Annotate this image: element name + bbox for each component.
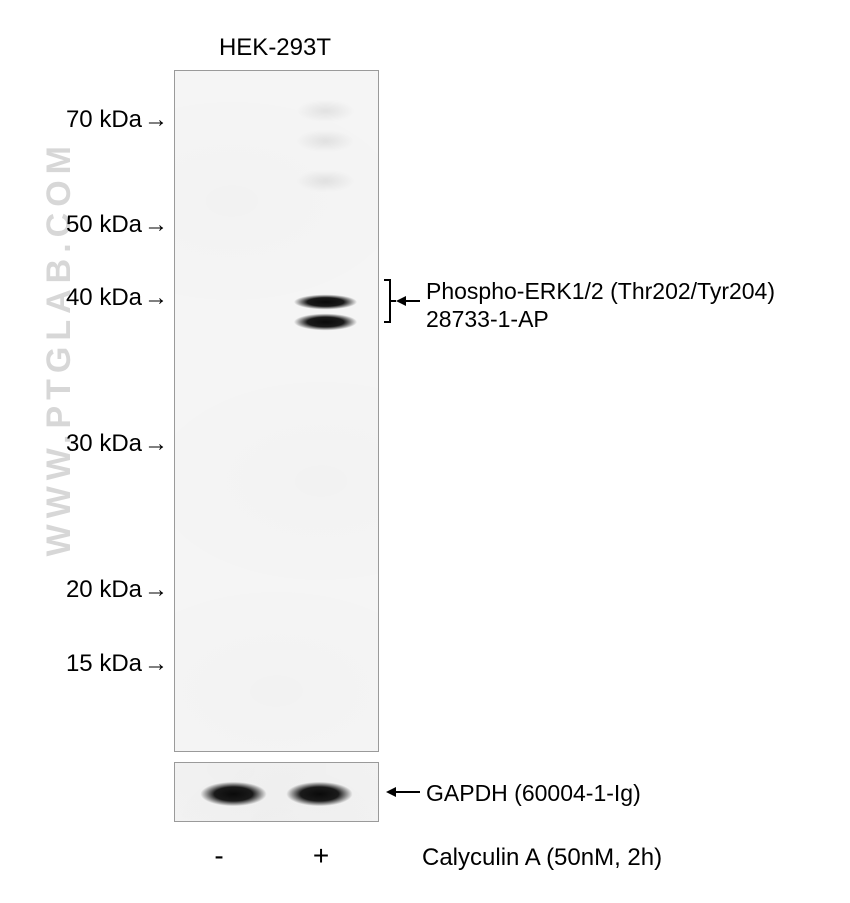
treatment-minus: - bbox=[204, 840, 234, 872]
treatment-plus: + bbox=[306, 840, 336, 872]
annotation-gapdh: GAPDH (60004-1-Ig) bbox=[426, 780, 641, 807]
annotation-phospho-erk-line1: Phospho-ERK1/2 (Thr202/Tyr204) bbox=[426, 278, 775, 305]
main-blot-membrane bbox=[174, 70, 379, 752]
arrow-right-icon: → bbox=[144, 576, 168, 604]
ladder-50kda: 50 kDa→ bbox=[40, 211, 168, 239]
ladder-text: 20 kDa bbox=[66, 576, 142, 603]
ladder-30kda: 30 kDa→ bbox=[40, 430, 168, 458]
annotation-phospho-erk-line2: 28733-1-AP bbox=[426, 306, 549, 333]
arrow-left-icon bbox=[380, 780, 424, 804]
ladder-40kda: 40 kDa→ bbox=[40, 284, 168, 312]
loading-control-membrane bbox=[174, 762, 379, 822]
band-phospho_erk_upper bbox=[285, 294, 366, 310]
lane-header: HEK-293T bbox=[210, 34, 340, 62]
band-gapdh_treated bbox=[277, 781, 362, 807]
ladder-70kda: 70 kDa→ bbox=[40, 106, 168, 134]
band-phospho_erk_lower bbox=[285, 313, 366, 331]
ladder-text: 50 kDa bbox=[66, 211, 142, 238]
band-faint_smear_3 bbox=[289, 171, 362, 191]
ladder-text: 40 kDa bbox=[66, 284, 142, 311]
arrow-right-icon: → bbox=[144, 650, 168, 678]
arrow-right-icon: → bbox=[144, 284, 168, 312]
arrow-right-icon: → bbox=[144, 430, 168, 458]
western-blot-figure: WWW.PTGLAB.COM HEK-293T 70 kDa→ 50 kDa→ … bbox=[0, 0, 850, 903]
arrow-right-icon: → bbox=[144, 106, 168, 134]
ladder-text: 15 kDa bbox=[66, 650, 142, 677]
bracket-arrow-icon bbox=[380, 278, 424, 326]
treatment-label: Calyculin A (50nM, 2h) bbox=[422, 844, 662, 872]
band-gapdh_untreated bbox=[191, 781, 276, 807]
ladder-text: 30 kDa bbox=[66, 430, 142, 457]
band-faint_smear_2 bbox=[289, 131, 362, 151]
ladder-20kda: 20 kDa→ bbox=[40, 576, 168, 604]
ladder-15kda: 15 kDa→ bbox=[40, 650, 168, 678]
band-faint_smear_1 bbox=[289, 101, 362, 121]
ladder-text: 70 kDa bbox=[66, 106, 142, 133]
arrow-right-icon: → bbox=[144, 211, 168, 239]
watermark-text: WWW.PTGLAB.COM bbox=[40, 140, 79, 556]
